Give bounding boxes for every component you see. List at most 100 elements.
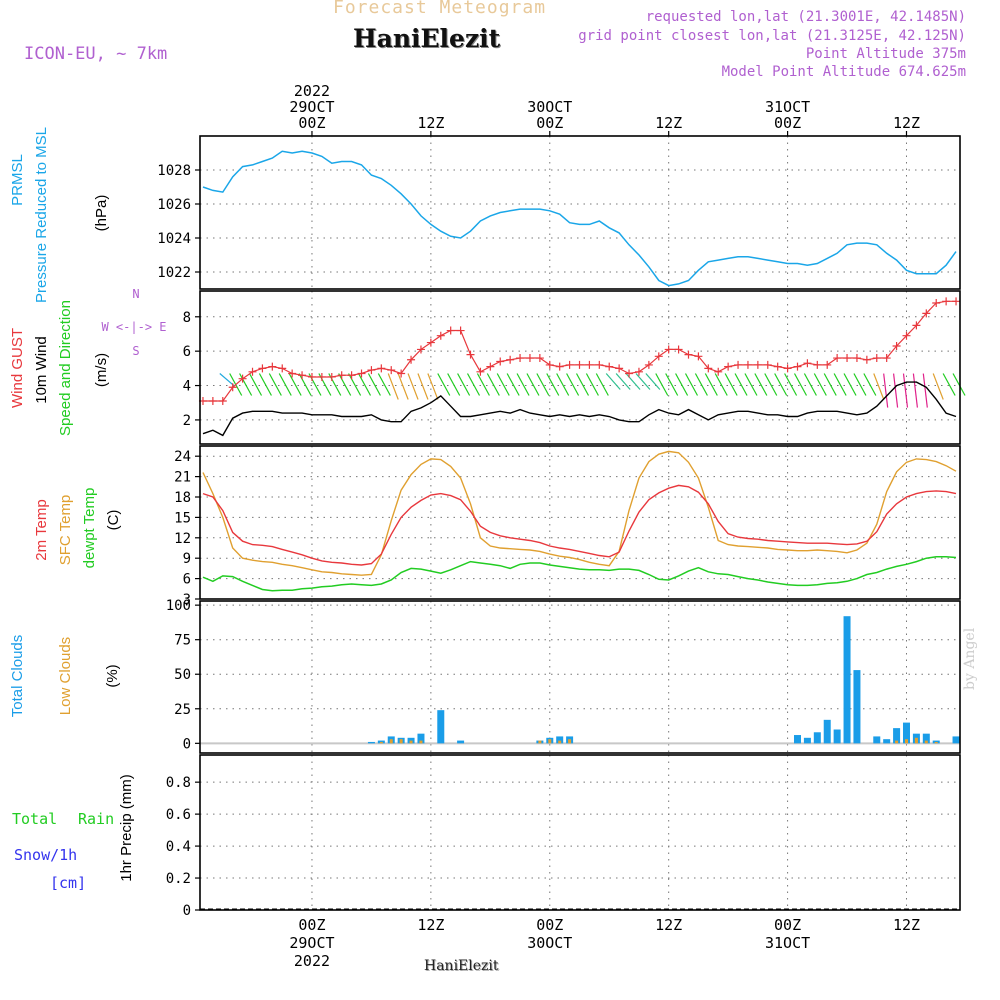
wind-arrow (427, 373, 439, 400)
wind-arrow (585, 373, 599, 396)
wind-arrow (823, 373, 837, 396)
wind-arrow (387, 373, 399, 400)
y-tick-label: 2 (183, 413, 191, 429)
total-cloud-bar (793, 735, 801, 744)
gust-marker (298, 371, 307, 380)
bottom-time-label: 30OCT (527, 934, 572, 952)
wind-arrow (556, 373, 570, 396)
total-cloud-bar (813, 732, 821, 744)
y-label-dewpt: dewpt Temp (81, 488, 98, 569)
low-cloud-bar (914, 737, 918, 744)
low-cloud-bar (389, 739, 393, 744)
gust-marker (852, 354, 861, 363)
gust-marker (476, 367, 485, 376)
panel-frame (199, 600, 961, 754)
bottom-time-label: 29OCT (289, 934, 334, 952)
wind-arrow (248, 373, 263, 396)
gust-marker (258, 364, 267, 373)
wind-arrow (813, 373, 827, 396)
y-label-speed-dir: Speed and Direction (57, 300, 74, 436)
low-cloud-bar (538, 740, 542, 744)
total-cloud-bar (823, 719, 831, 744)
wind-arrow (417, 373, 429, 400)
chart-title: Forecast Meteogram (333, 0, 547, 18)
y-tick-label: 1028 (157, 163, 191, 179)
total-cloud-bar (437, 710, 445, 744)
wind-arrow (952, 373, 966, 396)
wind-arrow (239, 373, 253, 396)
wind-arrow (437, 373, 451, 396)
footer-location: HaniElezit (424, 958, 499, 974)
wind-arrow (447, 373, 461, 396)
wind-arrow (665, 373, 679, 396)
panel-frame (199, 445, 961, 600)
top-time-label: 30OCT (527, 98, 572, 116)
legend-rain: Rain (78, 810, 114, 828)
y-tick-label: 4 (183, 379, 191, 395)
low-cloud-bar (924, 740, 928, 744)
wind-arrow (457, 373, 471, 396)
gust-marker (902, 331, 911, 340)
gust-marker (288, 369, 297, 378)
y-tick-label: 9 (183, 551, 191, 567)
model-altitude: Model Point Altitude 674.625m (721, 64, 966, 80)
panel-frame (199, 135, 961, 290)
gust-marker (397, 369, 406, 378)
wind-arrow (912, 373, 918, 408)
gust-marker (644, 360, 653, 369)
wind-arrow (258, 373, 272, 396)
y-label-sfc-temp: SFC Temp (57, 495, 74, 566)
wind-arrow (536, 373, 550, 396)
gust-marker (496, 357, 505, 366)
wind-arrow (546, 373, 560, 396)
gust-marker (377, 364, 386, 373)
total-cloud-bar (952, 736, 960, 744)
gust-marker (228, 383, 237, 392)
top-time-label: 29OCT (289, 98, 334, 116)
gust-marker (426, 338, 435, 347)
gust-marker (347, 371, 356, 380)
legend-total: Total (12, 810, 57, 828)
gust-marker (882, 354, 891, 363)
wind-arrow (803, 373, 817, 396)
wind-arrow (873, 373, 885, 400)
bottom-time-label: 31OCT (765, 934, 810, 952)
gust-marker (238, 374, 247, 383)
gust-marker (843, 354, 852, 363)
gust-marker (773, 362, 782, 371)
wind-arrow (704, 373, 718, 396)
y-tick-label: 1024 (157, 231, 191, 247)
gust-marker (803, 359, 812, 368)
wind-arrow (892, 373, 899, 408)
y-tick-label: 0.4 (166, 839, 191, 855)
y-tick-label: 6 (183, 572, 191, 588)
wind-arrow (714, 373, 728, 396)
wind-arrow (793, 373, 808, 396)
gust-marker (208, 397, 217, 406)
wind-arrow (496, 373, 510, 396)
low-cloud-bar (548, 739, 552, 744)
gust-marker (872, 354, 881, 363)
wind-arrow (774, 373, 788, 396)
gust-marker (743, 360, 752, 369)
low-cloud-bar (419, 740, 423, 744)
total-cloud-bar (367, 741, 375, 744)
y-tick-label: 21 (174, 470, 191, 486)
y-tick-label: 3 (183, 592, 191, 608)
gust-marker (952, 297, 961, 306)
top-time-label: 12Z (655, 114, 682, 132)
wind-arrow (268, 373, 282, 396)
total-cloud-bar (873, 736, 881, 744)
bottom-time-label: 2022 (294, 952, 330, 970)
gust-marker (486, 362, 495, 371)
gust-marker (585, 360, 594, 369)
wind-arrow (694, 373, 708, 396)
y-label-total-clouds: Total Clouds (9, 635, 26, 718)
bottom-time-label: 12Z (893, 916, 920, 934)
low-cloud-bar (904, 739, 908, 744)
top-time-label: 31OCT (765, 98, 810, 116)
point-altitude: Point Altitude 375m (805, 46, 966, 62)
gust-marker (813, 360, 822, 369)
wind-arrow (506, 373, 520, 396)
